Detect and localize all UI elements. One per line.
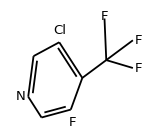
Text: F: F xyxy=(68,116,76,129)
Text: F: F xyxy=(101,10,108,23)
Text: Cl: Cl xyxy=(53,24,66,38)
Text: F: F xyxy=(135,34,142,47)
Text: F: F xyxy=(135,62,142,75)
Text: N: N xyxy=(16,90,25,103)
